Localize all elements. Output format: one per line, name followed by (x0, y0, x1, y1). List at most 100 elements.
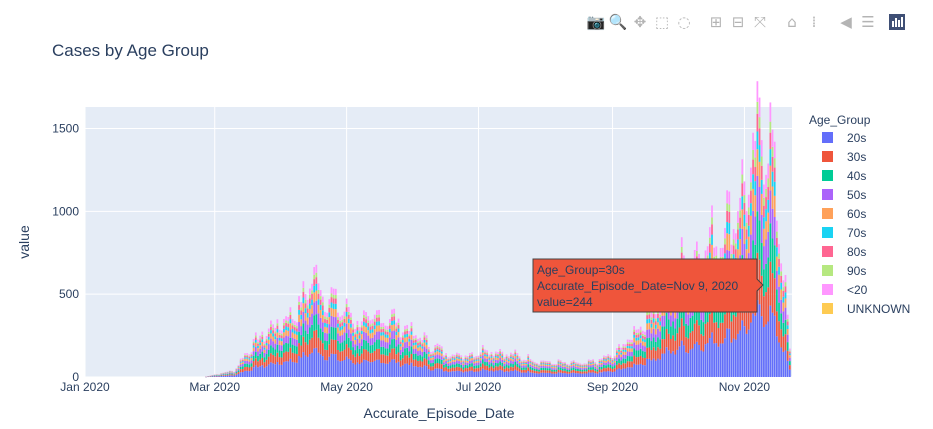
bar-segment[interactable] (363, 321, 365, 326)
bar-segment[interactable] (512, 359, 514, 362)
bar-segment[interactable] (566, 373, 569, 377)
bar-segment[interactable] (650, 312, 653, 318)
legend-swatch[interactable] (822, 246, 833, 257)
bar-segment[interactable] (259, 340, 261, 343)
bar-segment[interactable] (419, 342, 421, 345)
bar-segment[interactable] (520, 370, 523, 373)
bar-segment[interactable] (510, 354, 512, 356)
bar-segment[interactable] (492, 358, 495, 360)
bar-segment[interactable] (302, 297, 305, 304)
bar-segment[interactable] (557, 359, 560, 361)
bar-segment[interactable] (354, 334, 357, 338)
bar-segment[interactable] (358, 327, 361, 331)
bar-segment[interactable] (525, 363, 527, 365)
bar-segment[interactable] (488, 356, 491, 358)
bar-segment[interactable] (590, 359, 592, 362)
bar-segment[interactable] (654, 328, 657, 335)
bar-segment[interactable] (367, 316, 370, 321)
bar-segment[interactable] (507, 357, 510, 359)
bar-segment[interactable] (399, 341, 402, 345)
bar-segment[interactable] (568, 367, 571, 369)
bar-segment[interactable] (767, 321, 770, 378)
bar-segment[interactable] (769, 102, 772, 122)
bar-segment[interactable] (380, 363, 383, 377)
bar-segment[interactable] (747, 214, 750, 226)
bar-segment[interactable] (531, 360, 534, 362)
bar-segment[interactable] (641, 338, 644, 342)
bar-segment[interactable] (283, 318, 285, 324)
bar-segment[interactable] (436, 368, 439, 377)
legend-swatch[interactable] (822, 284, 833, 295)
bar-segment[interactable] (721, 343, 724, 377)
bar-segment[interactable] (434, 359, 437, 364)
bar-segment[interactable] (324, 319, 326, 323)
bar-segment[interactable] (363, 349, 365, 360)
bar-segment[interactable] (566, 364, 569, 366)
bar-segment[interactable] (512, 353, 514, 356)
bar-segment[interactable] (414, 344, 417, 349)
bar-segment[interactable] (605, 357, 607, 359)
bar-segment[interactable] (417, 343, 419, 346)
bar-segment[interactable] (555, 373, 558, 377)
bar-segment[interactable] (644, 334, 646, 337)
bar-segment[interactable] (343, 340, 346, 350)
bar-segment[interactable] (635, 340, 638, 345)
bar-segment[interactable] (784, 334, 787, 351)
bar-segment[interactable] (665, 328, 668, 348)
bar-segment[interactable] (272, 363, 274, 377)
bar-segment[interactable] (451, 354, 454, 357)
bar-segment[interactable] (332, 327, 335, 340)
bar-segment[interactable] (328, 304, 331, 308)
bar-segment[interactable] (566, 365, 569, 367)
bar-segment[interactable] (412, 345, 415, 350)
bar-segment[interactable] (510, 358, 512, 361)
bar-segment[interactable] (622, 358, 625, 364)
bar-segment[interactable] (609, 360, 612, 363)
bar-segment[interactable] (527, 367, 530, 372)
bar-segment[interactable] (430, 370, 432, 377)
bar-segment[interactable] (607, 356, 610, 359)
bar-segment[interactable] (654, 341, 657, 351)
bar-segment[interactable] (538, 364, 540, 366)
bar-segment[interactable] (261, 342, 264, 347)
bar-segment[interactable] (527, 354, 530, 356)
bar-segment[interactable] (451, 359, 454, 362)
bar-segment[interactable] (784, 292, 787, 299)
pan-icon[interactable]: ✥ (633, 13, 647, 31)
bar-segment[interactable] (494, 353, 497, 355)
bar-segment[interactable] (447, 371, 450, 377)
bar-segment[interactable] (248, 361, 251, 365)
bar-segment[interactable] (488, 367, 491, 372)
hover-closest-icon[interactable]: ◀ (840, 13, 852, 31)
bar-segment[interactable] (261, 334, 264, 337)
bar-segment[interactable] (726, 328, 728, 377)
bar-segment[interactable] (780, 282, 783, 290)
bar-segment[interactable] (341, 360, 344, 377)
bar-segment[interactable] (280, 338, 283, 342)
bar-segment[interactable] (404, 337, 406, 343)
bar-segment[interactable] (306, 317, 309, 325)
bar-segment[interactable] (536, 367, 538, 370)
bar-segment[interactable] (423, 332, 426, 336)
bar-segment[interactable] (533, 366, 536, 369)
bar-segment[interactable] (395, 328, 398, 332)
bar-segment[interactable] (360, 325, 363, 328)
bar-segment[interactable] (577, 362, 579, 364)
bar-segment[interactable] (670, 315, 672, 327)
bar-segment[interactable] (371, 325, 374, 330)
bar-segment[interactable] (551, 363, 553, 365)
bar-segment[interactable] (369, 362, 372, 377)
bar-segment[interactable] (464, 362, 467, 365)
bar-segment[interactable] (391, 320, 393, 326)
bar-segment[interactable] (317, 324, 320, 338)
bar-segment[interactable] (776, 220, 778, 232)
bar-segment[interactable] (343, 332, 346, 341)
bar-segment[interactable] (306, 356, 309, 377)
bar-segment[interactable] (257, 342, 259, 344)
bar-segment[interactable] (579, 365, 581, 367)
bar-segment[interactable] (248, 367, 251, 372)
bar-segment[interactable] (492, 359, 495, 361)
bar-segment[interactable] (330, 293, 333, 298)
bar-segment[interactable] (391, 314, 393, 317)
bar-segment[interactable] (261, 351, 264, 358)
